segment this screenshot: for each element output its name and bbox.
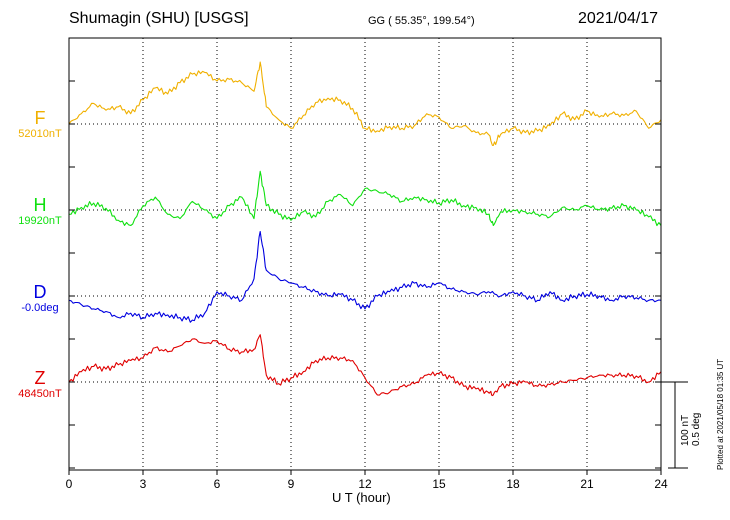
series-f-trace (68, 61, 662, 147)
series-d-trace (68, 230, 662, 323)
scale-label-nt: 100 nT (680, 414, 691, 446)
x-tick-label: 15 (432, 477, 446, 491)
component-label-z: Z 48450nT (10, 368, 70, 401)
component-label-h: H 19920nT (10, 195, 70, 228)
component-baseline: 52010nT (18, 128, 62, 140)
x-tick-label: 0 (66, 477, 73, 491)
component-label-d: D -0.0deg (10, 282, 70, 315)
station-coordinates: GG ( 55.35°, 199.54°) (368, 15, 475, 27)
data-traces (68, 61, 662, 397)
baselines (69, 123, 661, 383)
component-letter: H (33, 195, 47, 215)
x-tick-label: 21 (580, 477, 594, 491)
x-axis-label: U T (hour) (332, 490, 391, 505)
component-letter: D (33, 282, 47, 302)
plot-grid (142, 38, 588, 470)
component-letter: Z (34, 368, 46, 388)
x-tick-label: 12 (358, 477, 372, 491)
component-letter: F (34, 108, 46, 128)
series-z-trace (68, 334, 662, 397)
x-tick-label: 24 (654, 477, 668, 491)
series-h-trace (68, 170, 662, 227)
x-tick-label: 9 (288, 477, 295, 491)
plotted-timestamp: Plotted at 2021/05/18 01:35 UT (716, 358, 725, 470)
component-baseline: 48450nT (18, 388, 62, 400)
station-title: Shumagin (SHU) [USGS] (69, 10, 249, 27)
component-baseline: 19920nT (18, 215, 62, 227)
component-baseline: -0.0deg (21, 302, 59, 314)
scale-label-deg: 0.5 deg (691, 412, 702, 446)
x-tick-label: 6 (214, 477, 221, 491)
x-tick-label: 3 (140, 477, 147, 491)
x-tick-label: 18 (506, 477, 520, 491)
scale-bar (661, 381, 688, 469)
component-label-f: F 52010nT (10, 108, 70, 141)
x-axis-ticks: 0 3 6 9 12 15 18 21 24 (66, 470, 668, 491)
observation-date: 2021/04/17 (578, 10, 659, 27)
